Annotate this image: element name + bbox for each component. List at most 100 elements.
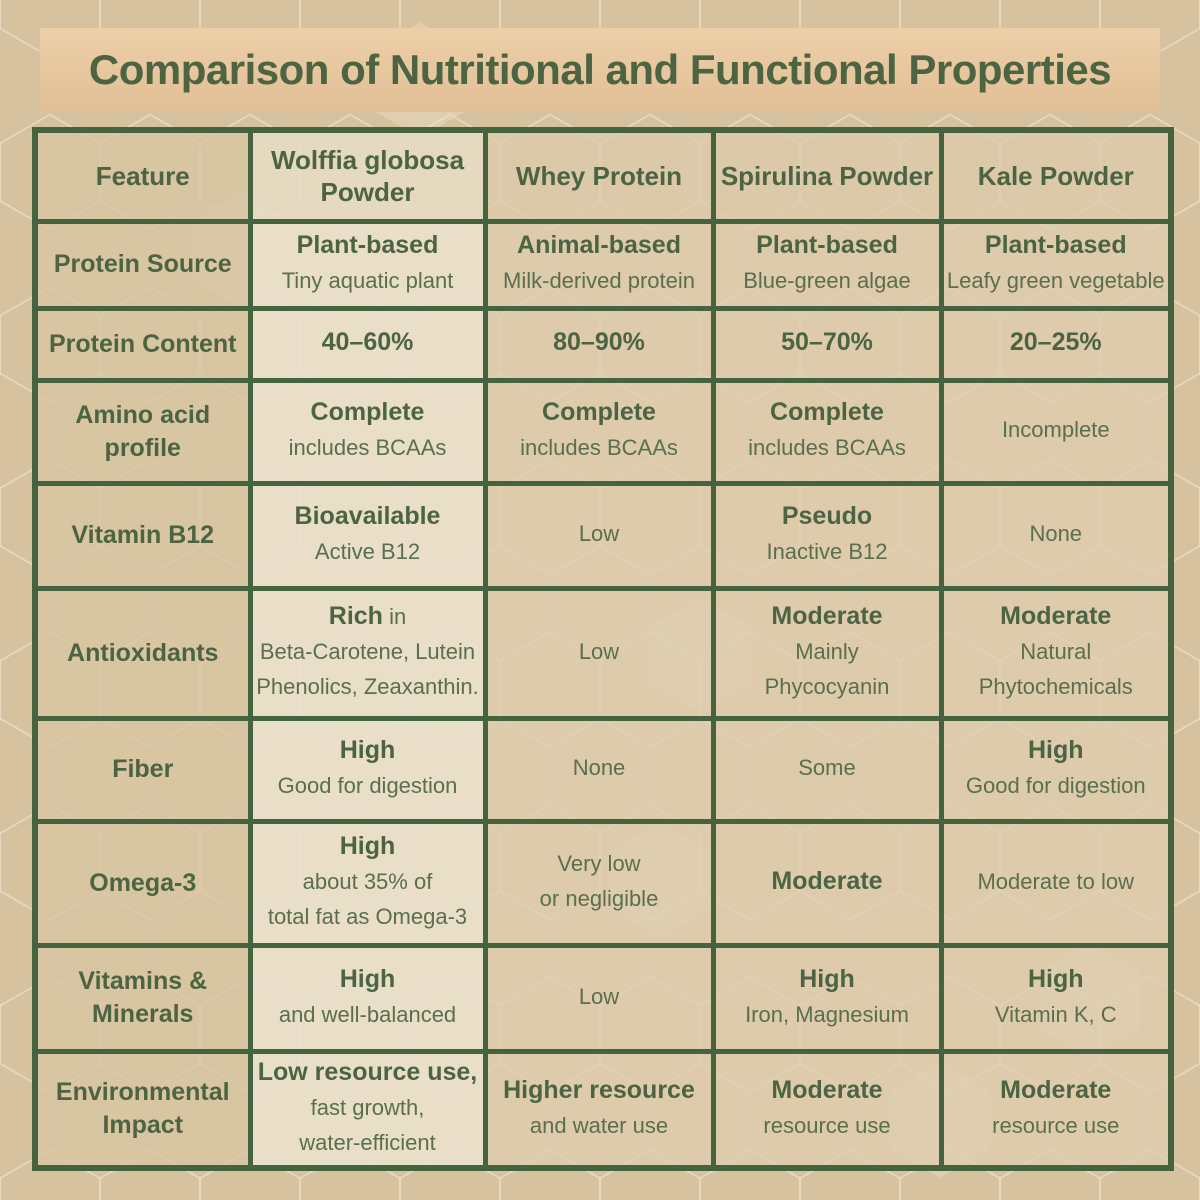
cell-line: High xyxy=(255,963,481,999)
column-header: Kale Powder xyxy=(938,127,1174,224)
cell-text: fast growth, xyxy=(310,1095,425,1121)
cell-line: Natural xyxy=(946,636,1167,671)
value-cell: High Good for digestion xyxy=(247,715,488,824)
cell-line: Beta-Carotene, Lutein xyxy=(255,636,481,671)
cell-line: Complete xyxy=(718,396,937,432)
header-row: Feature Wolffia globosa Powder Whey Protei… xyxy=(32,127,1174,224)
cell-text: 80–90% xyxy=(553,328,645,356)
value-cell: Moderate resource use xyxy=(938,1048,1174,1171)
cell-line: Bioavailable xyxy=(255,500,481,536)
cell-text: Moderate xyxy=(771,602,883,630)
cell-text: Low xyxy=(578,638,620,664)
feature-cell: Amino acid profile xyxy=(32,377,253,486)
cell-text: Complete xyxy=(770,398,884,426)
cell-text: resource use xyxy=(763,1112,891,1138)
value-cell: Moderate Mainly Phycocyanin xyxy=(710,585,944,721)
cell-line: Some xyxy=(718,752,937,787)
cell-text: Moderate xyxy=(771,867,883,895)
cell-text: Milk-derived protein xyxy=(503,268,695,293)
cell-text: or negligible xyxy=(539,886,659,911)
value-cell: High Iron, Magnesium xyxy=(710,942,944,1054)
value-cell: Low xyxy=(482,480,716,591)
cell-line: resource use xyxy=(718,1110,937,1145)
cell-line: total fat as Omega-3 xyxy=(255,901,481,936)
cell-line: fast growth, xyxy=(255,1092,481,1127)
value-cell: 40–60% xyxy=(247,305,488,383)
cell-line: Good for digestion xyxy=(255,770,481,805)
cell-line: Low xyxy=(490,981,709,1016)
cell-text: and water use xyxy=(529,1112,669,1138)
cell-text: 40–60% xyxy=(321,328,414,356)
cell-text: Moderate xyxy=(771,1075,883,1104)
cell-line: includes BCAAs xyxy=(718,432,937,467)
value-cell: 20–25% xyxy=(938,305,1174,383)
table-row: Protein Source Plant-based Tiny aquatic pl… xyxy=(32,218,1174,311)
cell-text: High xyxy=(1027,736,1084,764)
cell-text: High xyxy=(339,736,396,764)
cell-line: Complete xyxy=(255,396,481,432)
value-cell: Complete includes BCAAs xyxy=(482,377,716,486)
title-band: Comparison of Nutritional and Functional… xyxy=(40,28,1160,112)
value-cell: Low xyxy=(482,942,716,1054)
value-cell: Complete includes BCAAs xyxy=(710,377,944,486)
cell-line: Very low xyxy=(490,848,709,883)
cell-line: includes BCAAs xyxy=(490,432,709,467)
cell-text: Phytochemicals xyxy=(978,674,1133,699)
cell-text: Low xyxy=(578,983,620,1009)
cell-line: None xyxy=(946,518,1167,553)
cell-text: and well-balanced xyxy=(278,1001,457,1027)
cell-text: Good for digestion xyxy=(277,773,458,798)
cell-line: Moderate xyxy=(718,1074,937,1110)
cell-line: High xyxy=(718,963,937,999)
cell-line: Low xyxy=(490,636,709,671)
cell-line: 20–25% xyxy=(946,326,1167,362)
cell-text: Active B12 xyxy=(314,539,421,564)
cell-line: Mainly xyxy=(718,636,937,671)
value-cell: High and well-balanced xyxy=(247,942,488,1054)
cell-line: includes BCAAs xyxy=(255,432,481,467)
cell-line: Phenolics, Zeaxanthin. xyxy=(255,671,481,706)
value-cell: Very low or negligible xyxy=(482,818,716,948)
feature-cell: Protein Content xyxy=(32,305,253,383)
cell-line: Phycocyanin xyxy=(718,671,937,706)
cell-text: Vitamin K, C xyxy=(994,1001,1117,1027)
column-header: Feature xyxy=(32,127,253,224)
cell-line: Moderate xyxy=(946,1074,1167,1110)
cell-text: Natural xyxy=(1020,639,1092,664)
cell-line: resource use xyxy=(946,1110,1167,1145)
cell-text: High xyxy=(339,964,396,993)
cell-line: and water use xyxy=(490,1110,709,1145)
comparison-table: Feature Wolffia globosa Powder Whey Protei… xyxy=(32,127,1174,1171)
cell-text: Rich xyxy=(328,602,383,630)
cell-text: Iron, Magnesium xyxy=(745,1001,909,1027)
table-row: Fiber High Good for digestion None Some High G… xyxy=(32,715,1174,824)
feature-cell: Antioxidants xyxy=(32,585,253,721)
cell-line: about 35% of xyxy=(255,866,481,901)
table-row: Amino acid profile Complete includes BCAAs… xyxy=(32,377,1174,486)
value-cell: Plant-based Leafy green vegetable xyxy=(938,218,1174,311)
cell-line: Tiny aquatic plant xyxy=(255,265,481,300)
value-cell: 50–70% xyxy=(710,305,944,383)
cell-line: water-efficient xyxy=(255,1127,481,1162)
cell-text: Moderate to low xyxy=(977,868,1135,894)
cell-text: about 35% of xyxy=(302,869,433,894)
value-cell: High Vitamin K, C xyxy=(938,942,1174,1054)
cell-text: High xyxy=(339,832,396,860)
value-cell: Low xyxy=(482,585,716,721)
cell-text: Plant-based xyxy=(756,231,898,259)
cell-text: Complete xyxy=(310,398,425,426)
value-cell: Moderate resource use xyxy=(710,1048,944,1171)
cell-text: includes BCAAs xyxy=(288,435,447,460)
value-cell: Moderate xyxy=(710,818,944,948)
value-cell: None xyxy=(938,480,1174,591)
feature-cell: Vitamin B12 xyxy=(32,480,253,591)
value-cell: Pseudo Inactive B12 xyxy=(710,480,944,591)
cell-text: High xyxy=(799,964,855,993)
cell-line: 50–70% xyxy=(718,326,937,362)
cell-text: None xyxy=(1029,521,1083,546)
cell-text: Moderate xyxy=(1000,602,1112,630)
cell-line: Milk-derived protein xyxy=(490,265,709,300)
value-cell: High about 35% of total fat as Omega-3 xyxy=(247,818,488,948)
cell-line: and well-balanced xyxy=(255,999,481,1034)
